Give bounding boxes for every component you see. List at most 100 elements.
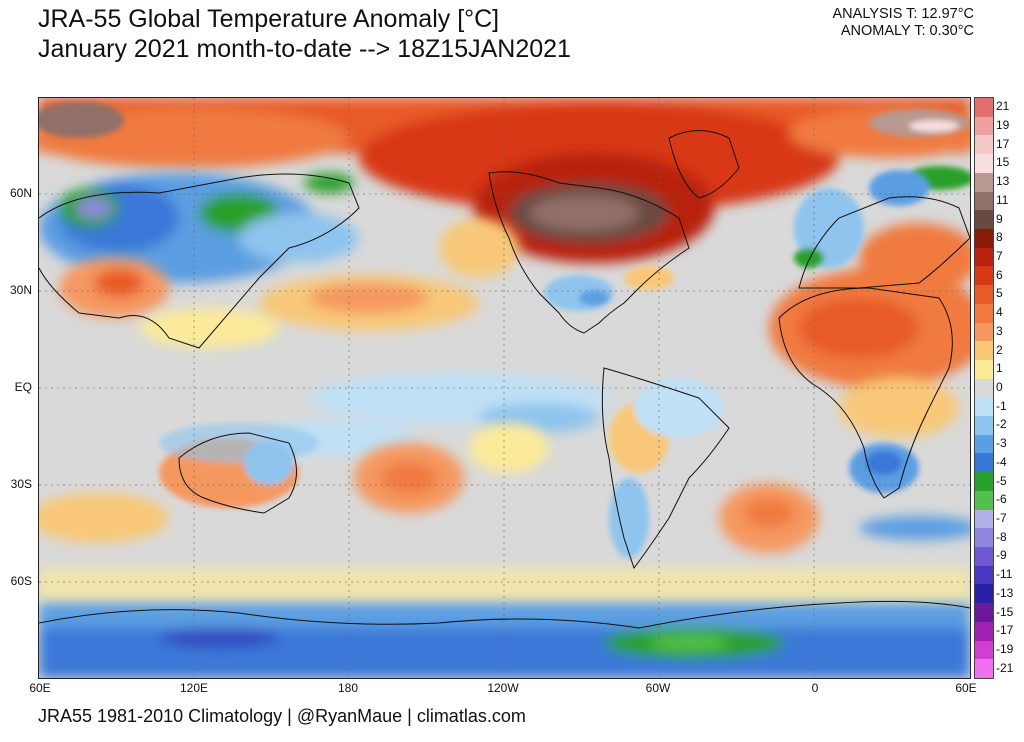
colorbar-segment (975, 584, 993, 604)
asia-cold (39, 173, 359, 283)
north-america-coast (488, 171, 690, 334)
australia-coast (178, 432, 297, 514)
colorbar-segment (975, 378, 993, 398)
colorbar-label: -7 (996, 510, 1007, 525)
colorbar-label: 5 (996, 286, 1003, 301)
lat-label-60s: 60S (10, 574, 32, 588)
colorbar-segment (975, 154, 993, 174)
colorbar-label: -19 (996, 641, 1014, 656)
colorbar-label: 21 (996, 99, 1010, 114)
colorbar-label: -6 (996, 492, 1007, 507)
south-america-coast (601, 367, 730, 570)
lon-label-60e-left: 60E (29, 681, 51, 695)
map-area[interactable] (38, 97, 971, 679)
colorbar-label: 11 (996, 192, 1009, 207)
colorbar-label: -21 (996, 660, 1014, 675)
colorbar-segment (975, 285, 993, 305)
colorbar-label: -17 (996, 623, 1014, 638)
colorbar-label: -4 (996, 454, 1007, 469)
colorbar-segment (975, 547, 993, 567)
colorbar-segment (975, 528, 993, 548)
colorbar-segment (975, 116, 993, 136)
graticule (39, 98, 970, 678)
colorbar-segment (975, 303, 993, 323)
india-warm (59, 258, 169, 318)
lat-label-eq: EQ (14, 380, 32, 394)
canada-hotspot (474, 153, 714, 263)
colorbar-segment (975, 565, 993, 585)
north-pacific-warm (139, 218, 519, 348)
europe-coast (798, 196, 970, 289)
colorbar-segment (975, 397, 993, 417)
greenland-coast (668, 130, 740, 199)
colorbar-segment (975, 98, 993, 118)
colorbar-segment (975, 434, 993, 454)
southern-africa-cool (849, 443, 919, 493)
colorbar-segment (975, 172, 993, 193)
coastlines (39, 130, 970, 629)
colorbar-label: -11 (996, 567, 1013, 582)
lon-label-60w: 60W (645, 681, 671, 695)
colorbar-segment (975, 247, 993, 267)
colorbar-label: 1 (996, 361, 1003, 376)
colorbar-segment (975, 228, 993, 249)
colorbar (974, 97, 994, 679)
colorbar-segment (975, 453, 993, 473)
colorbar-segment (975, 659, 993, 679)
africa-coast (778, 287, 953, 499)
colorbar-segment (975, 509, 993, 529)
africa-warm (769, 223, 970, 438)
colorbar-label: -3 (996, 436, 1007, 451)
colorbar-segment (975, 359, 993, 380)
colorbar-segment (975, 621, 993, 642)
lat-label-30s: 30S (10, 477, 32, 491)
colorbar-segment (975, 472, 993, 492)
colorbar-label: -8 (996, 529, 1007, 544)
asia-coast (39, 173, 360, 349)
stats-box: ANALYSIS T: 12.97°C ANOMALY T: 0.30°C (833, 6, 974, 40)
lat-label-30n: 30N (9, 283, 32, 297)
southern-warm-patches (39, 423, 819, 553)
lon-label-120w: 120W (487, 681, 519, 695)
antarctica-cold (39, 603, 970, 678)
colorbar-label: -1 (996, 398, 1007, 413)
footer-credit: JRA55 1981-2010 Climatology | @RyanMaue … (38, 706, 526, 726)
antarctica-coast (39, 600, 970, 629)
title-line-2: January 2021 month-to-date --> 18Z15JAN2… (38, 35, 571, 63)
colorbar-label: 7 (996, 249, 1003, 264)
colorbar-label: -13 (996, 585, 1014, 600)
colorbar-label: 8 (996, 230, 1003, 245)
colorbar-label: 17 (996, 136, 1010, 151)
title-line-1: JRA-55 Global Temperature Anomaly [°C] (38, 5, 500, 33)
colorbar-segment (975, 266, 993, 286)
australia-field (159, 423, 319, 508)
map-title: JRA-55 Global Temperature Anomaly [°C] J… (38, 4, 571, 64)
colorbar-segment (975, 322, 993, 342)
lon-label-180: 180 (337, 681, 359, 695)
colorbar-label: -15 (996, 604, 1014, 619)
colorbar-label: 15 (996, 155, 1010, 170)
colorbar-label: 0 (996, 380, 1003, 394)
colorbar-segment (975, 490, 993, 511)
colorbar-label: -9 (996, 548, 1007, 563)
anomaly-temperature: ANOMALY T: 0.30°C (840, 23, 974, 39)
polar-caps (39, 102, 969, 138)
lon-label-0: 0 (811, 681, 819, 695)
colorbar-segment (975, 341, 993, 361)
lon-label-60e-right: 60E (955, 681, 977, 695)
colorbar-label: -5 (996, 473, 1007, 488)
colorbar-segment (975, 135, 993, 155)
southern-ocean-band (39, 516, 970, 608)
colorbar-segment (975, 603, 993, 623)
colorbar-label: 2 (996, 342, 1003, 357)
anomaly-field (39, 98, 970, 678)
analysis-temperature: ANALYSIS T: 12.97°C (832, 6, 974, 22)
south-america-field (609, 378, 724, 558)
colorbar-label: 13 (996, 174, 1010, 189)
colorbar-segment (975, 416, 993, 436)
lon-label-120e: 120E (179, 681, 209, 695)
colorbar-segment (975, 191, 993, 211)
lat-label-60n: 60N (9, 186, 32, 200)
colorbar-label: 9 (996, 211, 1003, 226)
colorbar-label: 19 (996, 118, 1010, 133)
